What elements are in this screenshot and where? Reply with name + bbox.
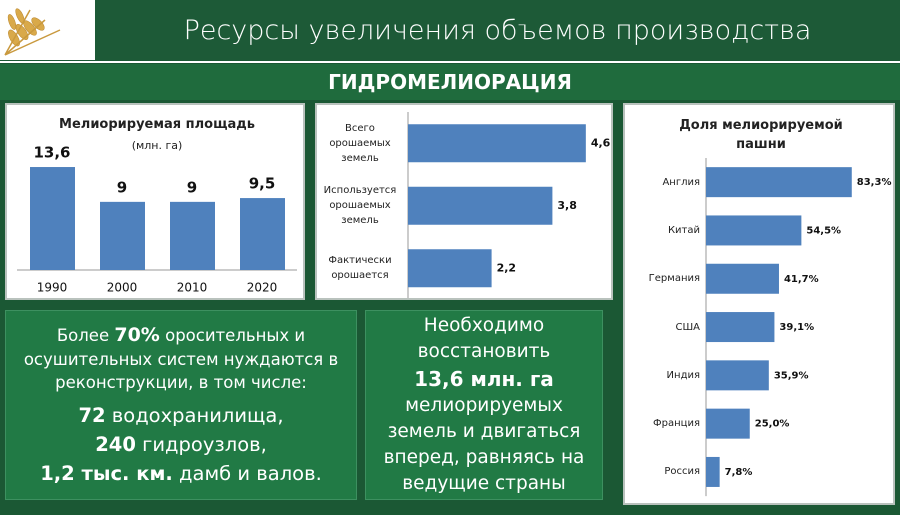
info-list: 72 водохранилища, 240 гидроузлов, 1,2 ты… bbox=[20, 401, 342, 489]
chart: 4,68 3,8 2,2 bbox=[407, 112, 611, 298]
slide-title: Ресурсы увеличения объемов производства bbox=[183, 14, 812, 46]
y-tick-label: Всего орошаемых земель bbox=[329, 122, 391, 164]
chart: 83,3% 54,5% 41,7% 39,1% 35,9% 25,0% 7,8% bbox=[705, 158, 892, 497]
y-tick-label: Используется орошаемых земель bbox=[323, 185, 397, 227]
value-label: 9,5 bbox=[249, 175, 276, 193]
bar bbox=[706, 408, 750, 439]
value-label: 54,5% bbox=[806, 225, 841, 236]
chart-title: Доля мелиорируемой пашни bbox=[679, 118, 843, 152]
x-tick-label: 2010 bbox=[177, 281, 208, 295]
x-tick-label: 2020 bbox=[247, 281, 278, 295]
y-tick-label: Россия bbox=[664, 466, 700, 478]
text: оросительных и осушительных систем нужда… bbox=[23, 325, 339, 393]
value-label: 2,2 bbox=[497, 261, 516, 274]
chart-title: Мелиорируемая площадь bbox=[59, 117, 255, 132]
chart-panel: Мелиорируемая площадь (млн. га) 13,6 1990… bbox=[5, 103, 305, 300]
value-label: 83,3% bbox=[857, 177, 892, 188]
y-tick-label: Китай bbox=[667, 224, 700, 236]
chart-subtitle: (млн. га) bbox=[131, 139, 183, 152]
bar bbox=[408, 124, 586, 163]
text: Более bbox=[56, 325, 110, 345]
header-band bbox=[0, 0, 900, 60]
info-paragraph: Более 70% оросительных и осушительных си… bbox=[20, 322, 342, 395]
text: гидроузлов, bbox=[142, 432, 267, 456]
value-label: 13,6 bbox=[33, 144, 70, 162]
info-box: Более 70% оросительных и осушительных си… bbox=[5, 310, 357, 500]
value-label: 7,8% bbox=[725, 467, 753, 478]
bar bbox=[706, 456, 720, 487]
bar bbox=[30, 167, 75, 270]
text: Необходимо восстановить bbox=[417, 315, 551, 363]
divider bbox=[0, 61, 900, 63]
bar bbox=[100, 201, 145, 270]
section-title: ГИДРОМЕЛИОРАЦИЯ bbox=[0, 64, 900, 100]
wheat-logo bbox=[0, 0, 95, 60]
bar bbox=[408, 249, 492, 288]
highlight: 70% bbox=[114, 323, 160, 346]
highlight: 1,2 тыс. км. bbox=[40, 462, 173, 486]
y-tick-label: Фактически орошается bbox=[328, 255, 392, 282]
bar bbox=[706, 312, 775, 343]
list-item: 1,2 тыс. км. дамб и валов. bbox=[20, 459, 342, 488]
bar bbox=[170, 201, 215, 270]
y-tick-label: Англия bbox=[662, 176, 700, 188]
y-tick-label: Франция bbox=[653, 418, 700, 430]
value-label: 35,9% bbox=[774, 370, 809, 381]
text: мелиорируемых земель и двигаться вперед,… bbox=[383, 395, 585, 494]
highlight: 13,6 млн. га bbox=[414, 367, 554, 392]
value-label: 39,1% bbox=[779, 322, 814, 333]
y-tick-label: Индия bbox=[666, 369, 700, 381]
chart-panel: 4,68 3,8 2,2 Всего орошаемых земель Использу… bbox=[315, 103, 613, 300]
bar bbox=[706, 263, 779, 294]
value-label: 25,0% bbox=[755, 419, 790, 430]
info-box: Необходимо восстановить 13,6 млн. га мел… bbox=[365, 310, 603, 500]
bar bbox=[706, 215, 802, 246]
value-label: 9 bbox=[187, 178, 197, 196]
x-tick-label: 1990 bbox=[37, 281, 68, 295]
highlight: 72 bbox=[78, 403, 106, 427]
bar bbox=[706, 167, 852, 198]
y-tick-label: США bbox=[675, 321, 700, 333]
value-label: 9 bbox=[117, 178, 127, 196]
highlight: 240 bbox=[95, 432, 136, 456]
chart-panel: Доля мелиорируемой пашни 83,3% 54,5% 41,7%… bbox=[623, 103, 895, 505]
bar bbox=[706, 360, 769, 391]
value-label: 4,68 bbox=[591, 136, 611, 149]
chart: 13,6 1990 9 2000 9 2010 9,5 2020 bbox=[17, 144, 297, 295]
bar bbox=[408, 186, 553, 225]
value-label: 3,8 bbox=[557, 199, 577, 212]
y-tick-label: Германия bbox=[648, 273, 700, 285]
text: дамб и валов. bbox=[179, 462, 322, 486]
x-tick-label: 2000 bbox=[107, 281, 138, 295]
text: водохранилища, bbox=[111, 403, 284, 427]
list-item: 240 гидроузлов, bbox=[20, 430, 342, 459]
bar bbox=[240, 198, 285, 270]
value-label: 41,7% bbox=[784, 274, 819, 285]
list-item: 72 водохранилища, bbox=[20, 401, 342, 430]
